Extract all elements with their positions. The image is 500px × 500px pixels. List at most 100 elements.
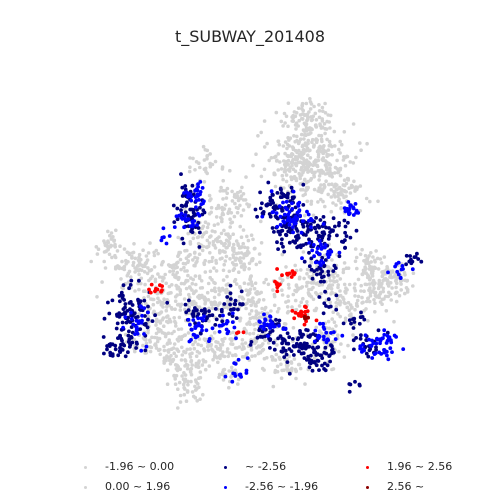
grey-point (298, 176, 303, 181)
grey-point (201, 392, 205, 397)
navy-point (308, 222, 313, 227)
navy-point (143, 314, 147, 318)
navy-point (150, 319, 155, 323)
blue-point (142, 306, 147, 310)
navy-point (127, 286, 131, 291)
blue-point (321, 334, 326, 339)
grey-point (210, 278, 214, 282)
grey-point (239, 194, 244, 198)
grey-point (262, 119, 267, 123)
grey-point (286, 282, 291, 287)
navy-point (287, 371, 292, 376)
navy-point (278, 186, 283, 191)
grey-point (305, 199, 310, 204)
navy-point (343, 230, 347, 235)
grey-point (198, 397, 202, 402)
grey-point (307, 287, 311, 292)
grey-point (359, 283, 364, 288)
blue-point (329, 331, 333, 335)
grey-point (221, 278, 226, 282)
grey-point (137, 255, 141, 260)
navy-point (228, 291, 233, 296)
grey-point (336, 301, 341, 306)
grey-point (246, 238, 251, 243)
grey-point (368, 294, 373, 298)
grey-point (284, 265, 288, 269)
grey-point (291, 326, 296, 330)
red-point (292, 316, 297, 321)
darkred-point (306, 315, 310, 320)
grey-point (143, 351, 147, 355)
blue-point (367, 337, 371, 342)
navy-point (351, 317, 355, 321)
grey-point (191, 236, 196, 241)
navy-point (113, 347, 118, 352)
grey-point (221, 370, 225, 375)
grey-point (196, 365, 201, 369)
grey-point (296, 141, 301, 146)
grey-point (273, 358, 278, 362)
blue-point (223, 374, 228, 379)
navy-point (202, 307, 207, 312)
grey-point (162, 297, 166, 302)
navy-point (229, 307, 233, 312)
grey-point (328, 283, 332, 287)
grey-point (208, 198, 212, 203)
grey-point (261, 347, 266, 352)
blue-point (268, 314, 272, 319)
navy-point (320, 236, 325, 240)
navy-point (258, 190, 262, 195)
grey-point (380, 297, 385, 302)
legend-label-pos-mid: 1.96 ~ 2.56 (387, 460, 453, 473)
grey-point (372, 298, 376, 302)
grey-point (178, 400, 183, 404)
grey-point (170, 283, 174, 287)
grey-point (281, 177, 285, 182)
grey-point (282, 186, 286, 190)
navy-point (134, 340, 139, 345)
navy-point (179, 172, 183, 177)
grey-point (271, 288, 275, 292)
red-point (290, 309, 295, 313)
red-point (160, 288, 164, 292)
blue-point (262, 323, 267, 328)
red-point (278, 282, 282, 287)
grey-point (229, 221, 233, 225)
grey-point (147, 278, 151, 283)
blue-point (194, 205, 198, 210)
navy-point (270, 198, 275, 203)
grey-point (207, 193, 212, 198)
blue-point (315, 250, 319, 255)
navy-point (285, 331, 290, 336)
blue-point (231, 371, 236, 376)
grey-point (176, 387, 180, 392)
grey-point (166, 291, 171, 296)
grey-point (284, 173, 289, 177)
navy-point (196, 226, 201, 230)
blue-point (347, 211, 352, 216)
grey-point (286, 275, 290, 280)
navy-point (343, 245, 347, 250)
grey-point (262, 145, 267, 149)
blue-point (291, 225, 295, 230)
grey-point (126, 280, 131, 284)
navy-point (238, 302, 242, 306)
grey-point (230, 353, 235, 358)
red-point (235, 331, 239, 335)
grey-point (379, 284, 383, 289)
grey-point (305, 267, 310, 272)
grey-point (220, 343, 225, 347)
grey-point (202, 360, 206, 364)
grey-point (156, 251, 160, 256)
blue-point (244, 368, 249, 373)
blue-point (321, 321, 325, 326)
navy-point (326, 269, 331, 274)
grey-point (146, 331, 150, 335)
grey-point (370, 265, 375, 270)
grey-point (333, 171, 337, 175)
grey-point (338, 139, 343, 144)
grey-point (238, 316, 243, 321)
legend-label-pos-low: 0.00 ~ 1.96 (105, 480, 171, 493)
navy-point (102, 351, 106, 356)
grey-point (241, 208, 246, 212)
